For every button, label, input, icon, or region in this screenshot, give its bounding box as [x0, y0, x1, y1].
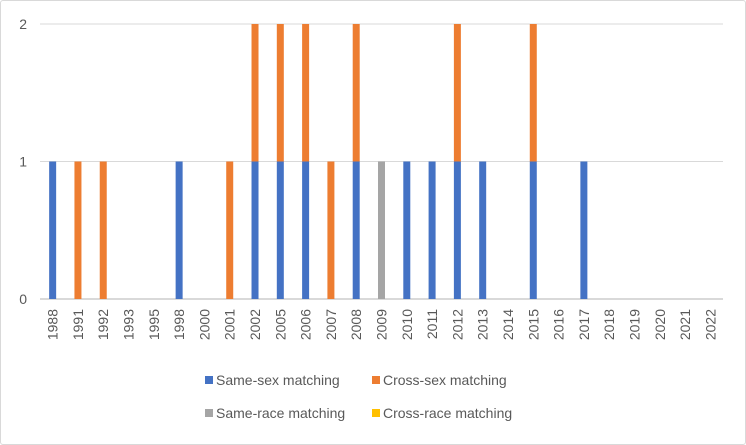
legend-swatch-1	[372, 376, 380, 384]
x-tick-label: 2017	[576, 309, 592, 340]
bar-same-sex-matching-1988	[49, 161, 57, 299]
x-tick-label: 2021	[677, 309, 693, 340]
bar-cross-sex-matching-1991	[74, 161, 82, 299]
bar-cross-sex-matching-2002	[251, 24, 259, 162]
bar-same-race-matching-2009	[378, 161, 385, 299]
bar-cross-sex-matching-2008	[352, 24, 360, 162]
x-tick-label: 2010	[399, 309, 415, 340]
legend-label: Same-sex matching	[216, 372, 340, 388]
bar-cross-sex-matching-1992	[99, 161, 107, 299]
x-tick-label: 2013	[475, 309, 491, 340]
legend-label: Same-race matching	[216, 405, 345, 421]
bar-same-sex-matching-2013	[479, 161, 487, 299]
bar-same-sex-matching-2015	[529, 161, 537, 299]
bar-cross-sex-matching-2005	[276, 24, 284, 162]
bar-cross-sex-matching-2015	[529, 24, 537, 162]
x-tick-label: 2000	[196, 309, 212, 340]
bar-same-sex-matching-2006	[302, 161, 310, 299]
bar-same-sex-matching-2011	[428, 161, 436, 299]
x-tick-label: 2011	[424, 309, 440, 339]
bar-cross-sex-matching-2007	[327, 161, 335, 299]
x-tick-label: 2001	[222, 309, 238, 340]
x-tick-label: 2015	[525, 309, 541, 340]
legend-label: Cross-race matching	[383, 405, 512, 421]
x-tick-label: 2007	[323, 309, 339, 340]
x-tick-label: 2012	[449, 309, 465, 340]
legend-swatch-2	[205, 409, 213, 417]
bar-same-sex-matching-2002	[251, 161, 259, 299]
x-tick-label: 2002	[247, 309, 263, 340]
bar-same-sex-matching-2005	[276, 161, 284, 299]
x-tick-label: 2018	[601, 309, 617, 340]
x-tick-label: 1991	[70, 309, 86, 340]
legend-swatch-3	[372, 409, 380, 417]
y-tick-label: 0	[19, 291, 27, 307]
bar-same-sex-matching-1998	[175, 161, 183, 299]
bar-same-sex-matching-2017	[580, 161, 588, 299]
x-tick-label: 1993	[121, 309, 137, 340]
x-tick-label: 1998	[171, 309, 187, 340]
x-tick-label: 1992	[95, 309, 111, 340]
bar-same-sex-matching-2012	[453, 161, 461, 299]
legend-swatch-0	[205, 376, 213, 384]
x-tick-label: 2022	[702, 309, 718, 340]
x-tick-label: 2009	[374, 309, 390, 340]
bar-cross-sex-matching-2012	[453, 24, 461, 162]
x-tick-label: 2005	[272, 309, 288, 340]
y-tick-label: 2	[19, 16, 27, 32]
x-tick-label: 2006	[298, 309, 314, 340]
x-tick-label: 1995	[146, 309, 162, 340]
x-tick-label: 2016	[551, 309, 567, 340]
y-tick-label: 1	[19, 154, 27, 170]
bar-cross-sex-matching-2001	[226, 161, 234, 299]
x-tick-label: 2014	[500, 309, 516, 340]
bar-same-sex-matching-2010	[403, 161, 411, 299]
legend-label: Cross-sex matching	[383, 372, 507, 388]
x-tick-label: 2008	[348, 309, 364, 340]
x-tick-label: 1988	[45, 309, 61, 340]
x-tick-label: 2020	[652, 309, 668, 340]
x-tick-label: 2019	[626, 309, 642, 340]
bar-same-sex-matching-2008	[352, 161, 360, 299]
bar-cross-sex-matching-2006	[302, 24, 310, 162]
